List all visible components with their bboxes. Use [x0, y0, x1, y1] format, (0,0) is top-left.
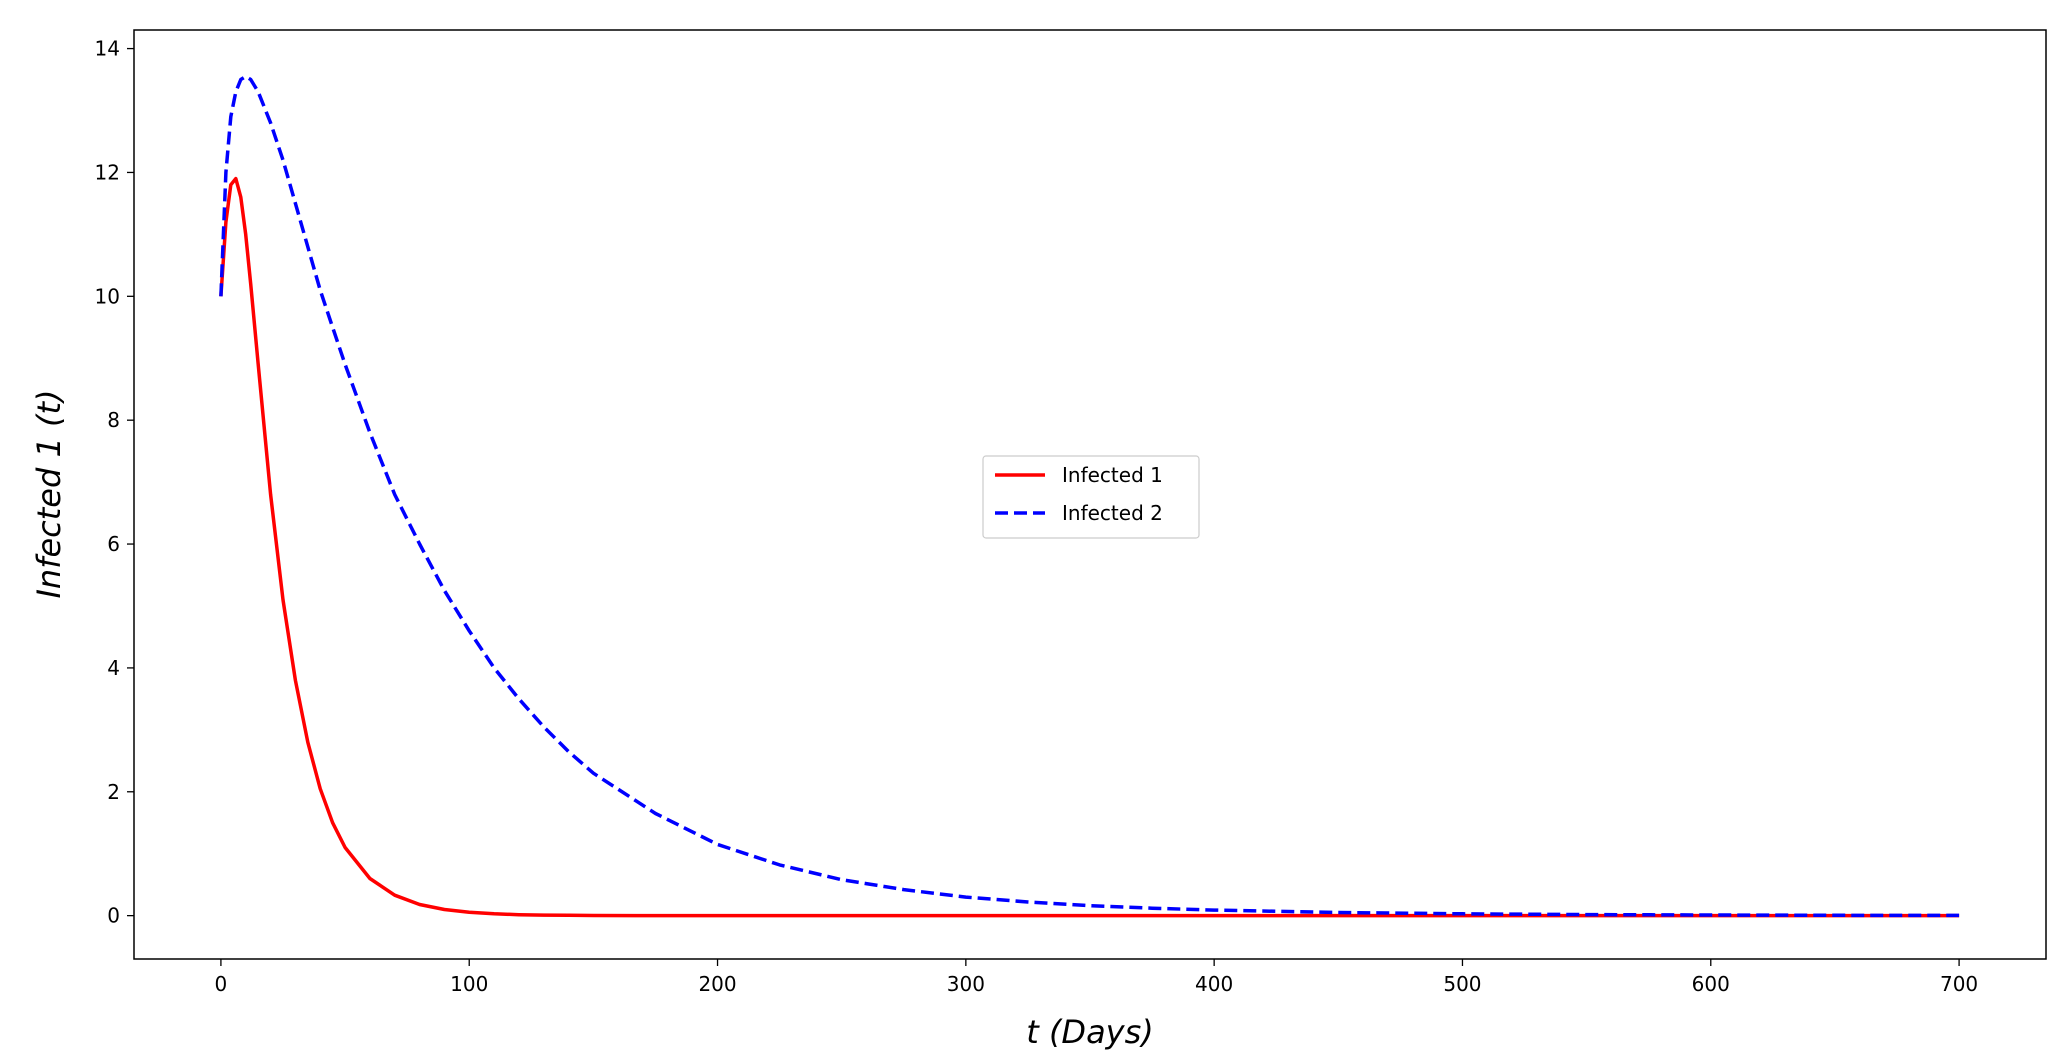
y-tick-label: 8 [107, 408, 120, 432]
y-tick-label: 6 [107, 532, 120, 556]
x-tick-label: 100 [450, 972, 488, 996]
y-tick-label: 12 [95, 160, 120, 184]
plot-lines [219, 74, 1960, 918]
series-line-infected-2 [219, 74, 1960, 918]
x-tick-label: 600 [1692, 972, 1730, 996]
y-axis-label: Infected 1 (t) [30, 389, 68, 598]
x-tick-label: 300 [947, 972, 985, 996]
x-tick-label: 500 [1443, 972, 1481, 996]
y-tick-label: 0 [107, 904, 120, 928]
x-tick-label: 200 [698, 972, 736, 996]
y-tick-label: 10 [95, 284, 120, 308]
x-tick-label: 700 [1940, 972, 1978, 996]
y-tick-label: 4 [107, 656, 120, 680]
x-axis-label: t (Days) [1026, 1013, 1154, 1051]
legend-label-infected-2: Infected 2 [1062, 501, 1163, 525]
plot-frame [133, 29, 2047, 960]
x-axis-ticks: 0 100 200 300 400 500 600 700 [215, 959, 1978, 996]
legend: Infected 1 Infected 2 [982, 455, 1200, 539]
y-tick-label: 14 [95, 37, 120, 61]
x-tick-label: 0 [215, 972, 228, 996]
y-tick-label: 2 [107, 780, 120, 804]
y-axis-ticks: 0 2 4 6 8 10 12 14 [95, 37, 134, 928]
x-tick-label: 400 [1195, 972, 1233, 996]
legend-label-infected-1: Infected 1 [1062, 463, 1163, 487]
series-line-infected-1 [219, 176, 1960, 918]
